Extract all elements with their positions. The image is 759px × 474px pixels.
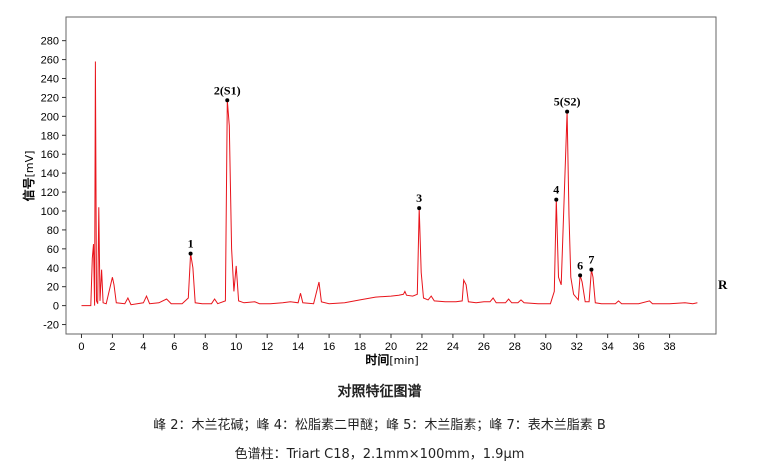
y-tick-label: 180 — [41, 130, 59, 142]
y-tick-label: 20 — [47, 282, 59, 294]
y-axis: -20 0 20 40 60 80 100 120 140 160 180 200 220 240 260 2… — [41, 36, 66, 332]
y-tick-label: 120 — [41, 187, 59, 199]
y-tick-label: 140 — [41, 168, 59, 180]
x-tick-label: 8 — [202, 341, 208, 353]
signal-trace — [81, 61, 698, 307]
x-tick-label: 16 — [323, 341, 335, 353]
peak-dot — [188, 251, 193, 256]
x-tick-label: 26 — [478, 341, 490, 353]
x-tick-label: 30 — [540, 341, 552, 353]
peak-dot — [589, 267, 594, 272]
y-tick-label: 160 — [41, 149, 59, 161]
y-tick-label: -20 — [43, 320, 59, 332]
y-tick-label: 100 — [41, 206, 59, 218]
x-tick-label: 0 — [78, 341, 84, 353]
y-tick-label: 240 — [41, 74, 59, 86]
x-axis: 0 2 4 6 8 10 12 14 16 18 20 22 24 26 28 30 32 34 36 38 — [78, 334, 676, 353]
x-tick-label: 32 — [571, 341, 583, 353]
x-tick-label: 24 — [447, 341, 459, 353]
peak-dot — [565, 109, 570, 114]
y-tick-label: 80 — [47, 225, 59, 237]
x-tick-label: 28 — [509, 341, 521, 353]
peak-label: 5(S2) — [554, 95, 581, 109]
y-tick-label: 60 — [47, 244, 59, 256]
figure-title: 对照特征图谱 — [337, 384, 422, 400]
x-tick-label: 2 — [109, 341, 115, 353]
y-tick-label: 200 — [41, 111, 59, 123]
peak-dot — [578, 273, 583, 278]
peak-markers: 1 2(S1) 3 4 5(S2) 6 7 — [188, 83, 594, 278]
x-tick-label: 12 — [261, 341, 273, 353]
x-tick-label: 4 — [140, 341, 146, 353]
y-axis-title: 信号[mV] — [21, 151, 36, 202]
peak-dot — [554, 197, 559, 202]
x-tick-label: 22 — [416, 341, 428, 353]
peak-label: 7 — [588, 253, 594, 267]
peak-label: 2(S1) — [214, 83, 241, 97]
x-tick-label: 6 — [171, 341, 177, 353]
y-axis-title-unit: [mV] — [23, 151, 36, 178]
peak-label: 3 — [416, 191, 422, 205]
peak-label: 4 — [553, 183, 559, 197]
y-tick-label: 40 — [47, 263, 59, 275]
column-info: 色谱柱：Triart C18，2.1mm×100mm，1.9μm — [234, 447, 525, 462]
chromatogram-chart: -200204060801001201401601802002202402602… — [21, 16, 728, 367]
peak-label: 1 — [188, 237, 194, 251]
y-tick-label: 260 — [41, 55, 59, 67]
y-tick-label: 220 — [41, 92, 59, 104]
peak-dot — [417, 206, 422, 211]
trace-label: R — [718, 277, 728, 292]
y-tick-label: 0 — [53, 301, 59, 313]
x-tick-label: 20 — [385, 341, 397, 353]
y-tick-label: 280 — [41, 36, 59, 48]
peak-dot — [225, 98, 230, 103]
x-tick-label: 36 — [632, 341, 644, 353]
y-axis-title-main: 信号 — [21, 177, 36, 201]
plot-frame — [65, 16, 717, 335]
peak-label: 6 — [577, 258, 583, 272]
x-axis-title: 时间[min] — [365, 352, 418, 367]
x-tick-label: 34 — [602, 341, 614, 353]
x-tick-label: 10 — [230, 341, 242, 353]
x-tick-label: 38 — [663, 341, 675, 353]
peak-legend: 峰 2：木兰花碱；峰 4：松脂素二甲醚；峰 5：木兰脂素；峰 7：表木兰脂素 B — [153, 418, 606, 433]
x-axis-title-unit: [min] — [389, 354, 418, 367]
x-tick-label: 14 — [292, 341, 304, 353]
x-axis-title-main: 时间 — [365, 352, 389, 367]
x-tick-label: 18 — [354, 341, 366, 353]
